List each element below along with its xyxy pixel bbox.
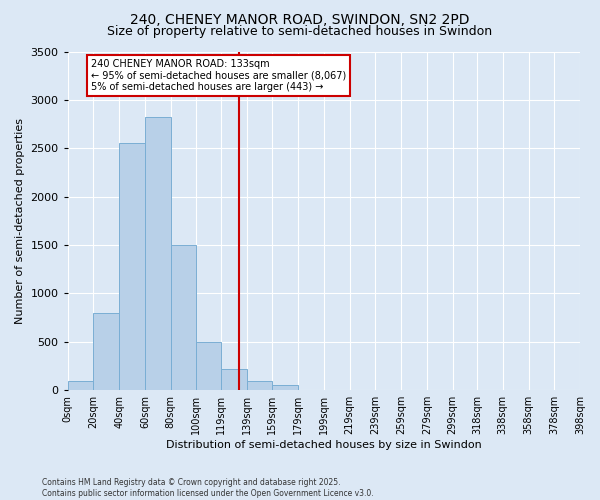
Bar xyxy=(145,118,170,390)
Text: 240, CHENEY MANOR ROAD, SWINDON, SN2 2PD: 240, CHENEY MANOR ROAD, SWINDON, SN2 2PD xyxy=(130,12,470,26)
Y-axis label: Number of semi-detached properties: Number of semi-detached properties xyxy=(15,118,25,324)
Bar xyxy=(94,313,119,390)
Text: Contains HM Land Registry data © Crown copyright and database right 2025.
Contai: Contains HM Land Registry data © Crown c… xyxy=(42,478,374,498)
Text: 240 CHENEY MANOR ROAD: 133sqm
← 95% of semi-detached houses are smaller (8,067)
: 240 CHENEY MANOR ROAD: 133sqm ← 95% of s… xyxy=(91,59,346,92)
Bar xyxy=(119,144,145,390)
Bar xyxy=(221,369,247,390)
Bar xyxy=(247,382,272,390)
Text: Size of property relative to semi-detached houses in Swindon: Size of property relative to semi-detach… xyxy=(107,25,493,38)
Bar xyxy=(196,342,221,390)
X-axis label: Distribution of semi-detached houses by size in Swindon: Distribution of semi-detached houses by … xyxy=(166,440,482,450)
Bar xyxy=(68,380,94,390)
Bar xyxy=(170,245,196,390)
Bar xyxy=(272,386,298,390)
